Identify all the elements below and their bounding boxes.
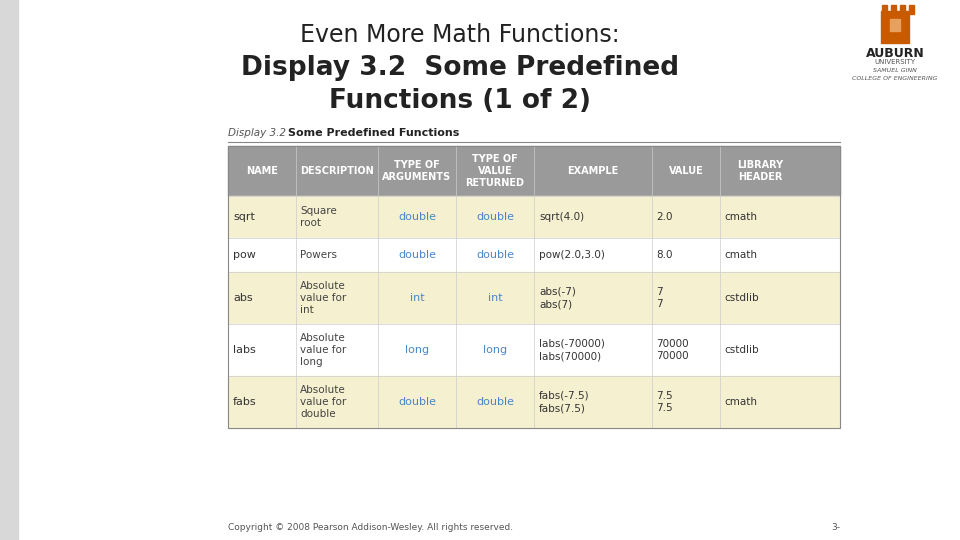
Text: TYPE OF
VALUE
RETURNED: TYPE OF VALUE RETURNED — [466, 154, 524, 187]
Bar — [900, 5, 905, 14]
Text: SAMUEL GINN: SAMUEL GINN — [874, 68, 917, 73]
Text: pow: pow — [233, 250, 256, 260]
Text: UNIVERSITY: UNIVERSITY — [875, 59, 916, 65]
Text: AUBURN: AUBURN — [866, 47, 924, 60]
Text: Display 3.2: Display 3.2 — [228, 128, 286, 138]
Text: labs(-70000)
labs(70000): labs(-70000) labs(70000) — [539, 339, 605, 361]
Bar — [881, 11, 909, 43]
Text: 2.0: 2.0 — [656, 212, 673, 222]
Text: cmath: cmath — [724, 212, 757, 222]
Text: double: double — [476, 250, 514, 260]
Text: long: long — [405, 345, 429, 355]
Text: 7
7: 7 7 — [656, 287, 662, 309]
Text: COLLEGE OF ENGINEERING: COLLEGE OF ENGINEERING — [852, 76, 938, 81]
Text: NAME: NAME — [246, 166, 278, 176]
Text: double: double — [476, 212, 514, 222]
Text: fabs(-7.5)
fabs(7.5): fabs(-7.5) fabs(7.5) — [539, 391, 589, 413]
Bar — [228, 146, 840, 196]
Text: fabs: fabs — [233, 397, 256, 407]
Text: long: long — [483, 345, 507, 355]
Text: Square
root: Square root — [300, 206, 337, 228]
Text: double: double — [398, 250, 436, 260]
Text: double: double — [398, 212, 436, 222]
Bar — [228, 146, 840, 428]
Text: 70000
70000: 70000 70000 — [656, 339, 688, 361]
Text: cstdlib: cstdlib — [724, 345, 758, 355]
Text: Absolute
value for
int: Absolute value for int — [300, 281, 347, 315]
Text: Some Predefined Functions: Some Predefined Functions — [288, 128, 460, 138]
Text: labs: labs — [233, 345, 255, 355]
Text: cmath: cmath — [724, 397, 757, 407]
Bar — [909, 5, 914, 14]
Text: Powers: Powers — [300, 250, 337, 260]
Text: abs: abs — [233, 293, 252, 303]
Text: abs(-7)
abs(7): abs(-7) abs(7) — [539, 287, 576, 309]
Bar — [228, 196, 840, 238]
Text: EXAMPLE: EXAMPLE — [567, 166, 618, 176]
Text: sqrt: sqrt — [233, 212, 254, 222]
Text: Display 3.2  Some Predefined: Display 3.2 Some Predefined — [241, 55, 679, 81]
Text: Functions (1 of 2): Functions (1 of 2) — [329, 88, 591, 114]
Text: LIBRARY
HEADER: LIBRARY HEADER — [737, 160, 783, 182]
Bar — [228, 238, 840, 272]
Text: Even More Math Functions:: Even More Math Functions: — [300, 23, 620, 47]
Bar — [891, 5, 896, 14]
Text: 3-: 3- — [831, 523, 840, 532]
Bar — [228, 376, 840, 428]
Text: cmath: cmath — [724, 250, 757, 260]
Text: int: int — [488, 293, 502, 303]
Bar — [228, 272, 840, 324]
Text: 7.5
7.5: 7.5 7.5 — [656, 391, 673, 413]
Bar — [228, 324, 840, 376]
Text: int: int — [410, 293, 424, 303]
Bar — [0, 0, 18, 540]
Text: pow(2.0,3.0): pow(2.0,3.0) — [539, 250, 605, 260]
Text: TYPE OF
ARGUMENTS: TYPE OF ARGUMENTS — [382, 160, 451, 182]
Text: double: double — [398, 397, 436, 407]
Text: 8.0: 8.0 — [656, 250, 673, 260]
Text: cstdlib: cstdlib — [724, 293, 758, 303]
Text: Absolute
value for
long: Absolute value for long — [300, 333, 347, 367]
Text: Absolute
value for
double: Absolute value for double — [300, 384, 347, 420]
Text: Copyright © 2008 Pearson Addison-Wesley. All rights reserved.: Copyright © 2008 Pearson Addison-Wesley.… — [228, 523, 514, 532]
Bar — [890, 19, 900, 31]
Text: DESCRIPTION: DESCRIPTION — [300, 166, 373, 176]
Text: sqrt(4.0): sqrt(4.0) — [539, 212, 584, 222]
Text: double: double — [476, 397, 514, 407]
Bar — [882, 5, 887, 14]
Text: VALUE: VALUE — [668, 166, 704, 176]
